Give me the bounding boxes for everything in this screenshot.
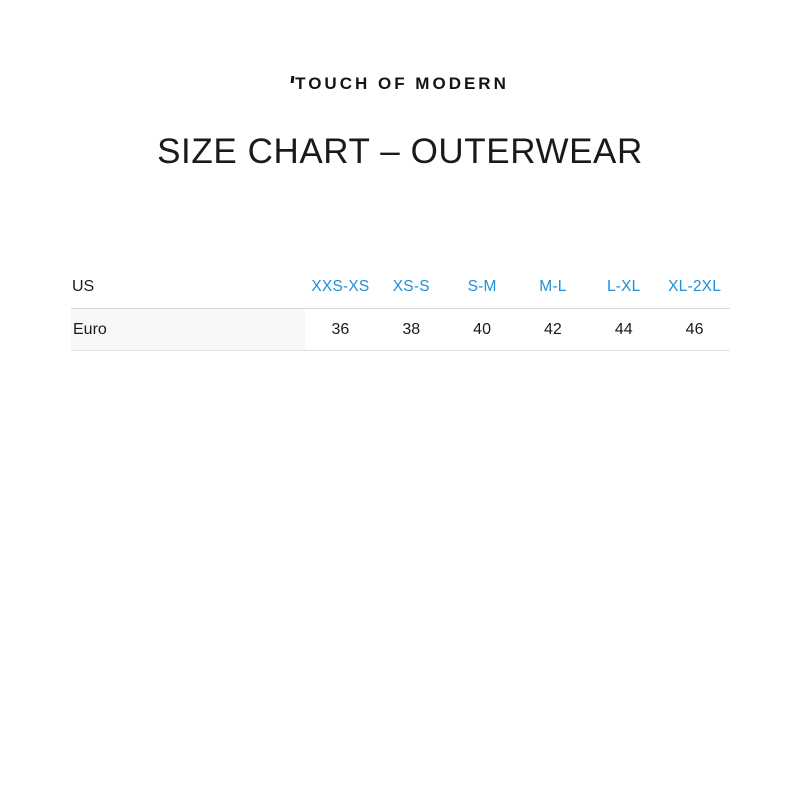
row-label-us: US (71, 266, 234, 309)
size-cell-m-l: M-L (517, 266, 589, 309)
row-spacer-euro (234, 308, 305, 351)
row-label-euro: Euro (71, 308, 234, 351)
table-row-euro: Euro 36 38 40 42 44 46 (71, 308, 730, 351)
euro-value-m-l: 42 (517, 308, 589, 351)
size-chart-table-container: US XXS-XS XS-S S-M M-L L-XL XL-2XL Euro … (71, 266, 730, 351)
size-cell-xs-s: XS-S (375, 266, 447, 309)
size-cell-xxs-xs: XXS-XS (305, 266, 376, 309)
euro-value-xs-s: 38 (375, 308, 447, 351)
brand-tick-icon (290, 76, 295, 83)
brand-name: TOUCH OF MODERN (295, 74, 509, 93)
row-spacer-us (234, 266, 305, 309)
brand-logo: TOUCH OF MODERN (0, 73, 800, 95)
size-cell-l-xl: L-XL (588, 266, 660, 309)
euro-value-s-m: 40 (446, 308, 518, 351)
size-chart-table: US XXS-XS XS-S S-M M-L L-XL XL-2XL Euro … (71, 266, 730, 351)
page-title: SIZE CHART – OUTERWEAR (157, 132, 643, 172)
size-cell-xl-2xl: XL-2XL (659, 266, 730, 309)
size-cell-s-m: S-M (446, 266, 518, 309)
euro-value-xxs-xs: 36 (305, 308, 376, 351)
euro-value-xl-2xl: 46 (659, 308, 730, 351)
table-row-us: US XXS-XS XS-S S-M M-L L-XL XL-2XL (71, 266, 730, 309)
euro-value-l-xl: 44 (588, 308, 660, 351)
